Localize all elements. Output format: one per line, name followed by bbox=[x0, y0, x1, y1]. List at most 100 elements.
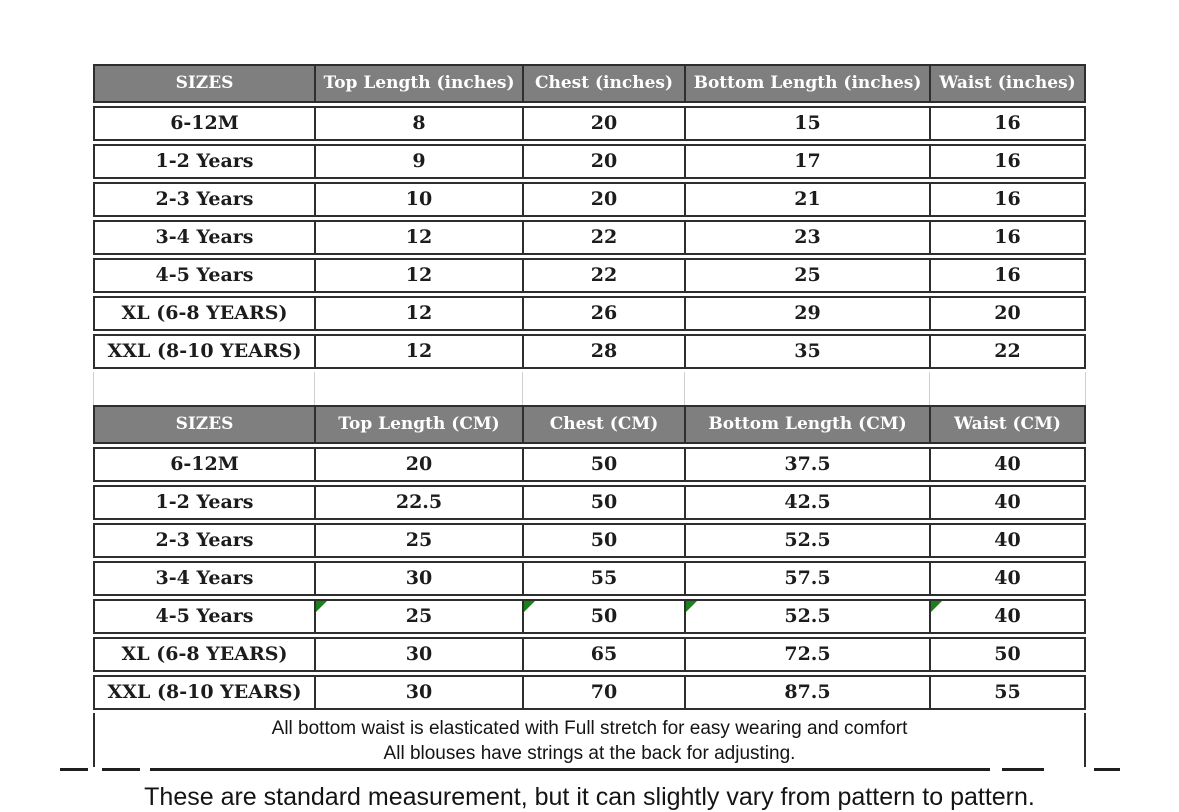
size-row: 6-12M 20 50 37.5 40 bbox=[93, 447, 1086, 482]
measurement-cell: 40 bbox=[994, 529, 1021, 551]
size-table-inches: SIZES Top Length (inches) Chest (inches) Bo… bbox=[93, 64, 1086, 369]
measurement-cell: 8 bbox=[316, 108, 524, 139]
spacer-cell bbox=[523, 372, 685, 405]
size-label-cell: 2-3 Years bbox=[95, 184, 316, 215]
header-cell: Bottom Length (inches) bbox=[686, 66, 931, 101]
size-label-cell: 6-12M bbox=[95, 449, 316, 480]
spacer-cell bbox=[94, 372, 315, 405]
size-label-cell: 1-2 Years bbox=[95, 146, 316, 177]
measurement-cell: 22.5 bbox=[316, 487, 524, 518]
measurement-cell: 42.5 bbox=[686, 487, 931, 518]
measurement-cell: 87.5 bbox=[686, 677, 931, 708]
measurement-cell: 16 bbox=[994, 226, 1021, 248]
size-table-cm: SIZES Top Length (CM) Chest (CM) Bottom Len… bbox=[93, 405, 1086, 710]
note-line-back-strings: All blouses have strings at the back for… bbox=[383, 743, 796, 764]
size-row: 3-4 Years 30 55 57.5 40 bbox=[93, 561, 1086, 596]
header-cell: SIZES bbox=[95, 66, 316, 101]
size-label-cell: 2-3 Years bbox=[95, 525, 316, 556]
measurement-cell: 17 bbox=[686, 146, 931, 177]
divider-solid-segment bbox=[150, 767, 990, 771]
divider-dash bbox=[1094, 767, 1120, 771]
header-cell: Waist (CM) bbox=[954, 414, 1061, 434]
size-row: 3-4 Years 12 22 23 16 bbox=[93, 220, 1086, 255]
measurement-cell: 9 bbox=[316, 146, 524, 177]
footnote-text: These are standard measurement, but it c… bbox=[144, 783, 1035, 811]
header-row-inches: SIZES Top Length (inches) Chest (inches) Bo… bbox=[93, 64, 1086, 103]
measurement-cell: 55 bbox=[524, 563, 686, 594]
measurement-cell: 50 bbox=[994, 643, 1021, 665]
size-label-cell: 4-5 Years bbox=[95, 260, 316, 291]
green-corner-marker-icon bbox=[316, 601, 327, 612]
dashed-divider-line bbox=[60, 767, 1120, 771]
measurement-cell: 26 bbox=[524, 298, 686, 329]
size-row: 6-12M 8 20 15 16 bbox=[93, 106, 1086, 141]
table-spacer-row bbox=[93, 372, 1086, 405]
header-cell: Waist (inches) bbox=[939, 73, 1076, 93]
header-cell: Top Length (inches) bbox=[316, 66, 524, 101]
measurement-cell: 12 bbox=[316, 336, 524, 367]
measurement-cell: 52.5 bbox=[686, 525, 931, 556]
spacer-cell bbox=[930, 372, 1085, 405]
size-chart-sheet: SIZES Top Length (inches) Chest (inches) Bo… bbox=[60, 64, 1120, 771]
measurement-cell: 25 bbox=[316, 601, 524, 632]
size-row: XXL (8-10 YEARS) 12 28 35 22 bbox=[93, 334, 1086, 369]
measurement-cell: 20 bbox=[994, 302, 1021, 324]
size-row: XXL (8-10 YEARS) 30 70 87.5 55 bbox=[93, 675, 1086, 710]
divider-dash bbox=[102, 767, 140, 771]
size-row: 4-5 Years 12 22 25 16 bbox=[93, 258, 1086, 293]
measurement-cell: 28 bbox=[524, 336, 686, 367]
measurement-cell: 12 bbox=[316, 260, 524, 291]
measurement-cell: 22 bbox=[524, 222, 686, 253]
measurement-cell: 23 bbox=[686, 222, 931, 253]
measurement-cell: 30 bbox=[316, 677, 524, 708]
size-label-cell: 6-12M bbox=[95, 108, 316, 139]
measurement-cell: 20 bbox=[524, 108, 686, 139]
divider-dash bbox=[60, 767, 88, 771]
size-label-cell: 3-4 Years bbox=[95, 563, 316, 594]
measurement-cell: 20 bbox=[524, 146, 686, 177]
measurement-cell: 22 bbox=[524, 260, 686, 291]
header-cell: Top Length (CM) bbox=[316, 407, 524, 442]
measurement-cell: 20 bbox=[524, 184, 686, 215]
header-cell: Bottom Length (CM) bbox=[686, 407, 931, 442]
header-row-cm: SIZES Top Length (CM) Chest (CM) Bottom Len… bbox=[93, 405, 1086, 444]
measurement-cell: 30 bbox=[316, 563, 524, 594]
measurement-cell: 70 bbox=[524, 677, 686, 708]
size-row: 4-5 Years 25 50 52.5 40 bbox=[93, 599, 1086, 634]
size-label-cell: 3-4 Years bbox=[95, 222, 316, 253]
measurement-cell: 16 bbox=[994, 264, 1021, 286]
size-label-cell: 1-2 Years bbox=[95, 487, 316, 518]
size-label-cell: XL (6-8 YEARS) bbox=[95, 298, 316, 329]
measurement-cell: 65 bbox=[524, 639, 686, 670]
spacer-cell bbox=[315, 372, 523, 405]
measurement-cell: 21 bbox=[686, 184, 931, 215]
header-cell: SIZES bbox=[95, 407, 316, 442]
size-row: XL (6-8 YEARS) 12 26 29 20 bbox=[93, 296, 1086, 331]
measurement-cell: 22 bbox=[994, 340, 1021, 362]
note-box: All bottom waist is elasticated with Ful… bbox=[93, 713, 1086, 767]
measurement-cell: 52.5 bbox=[686, 601, 931, 632]
green-corner-marker-icon bbox=[686, 601, 697, 612]
measurement-cell: 30 bbox=[316, 639, 524, 670]
measurement-cell: 50 bbox=[524, 487, 686, 518]
green-corner-marker-icon bbox=[931, 601, 942, 612]
note-line-elastic-waist: All bottom waist is elasticated with Ful… bbox=[271, 718, 908, 739]
measurement-cell: 25 bbox=[686, 260, 931, 291]
measurement-cell: 25 bbox=[316, 525, 524, 556]
measurement-cell: 16 bbox=[994, 112, 1021, 134]
measurement-cell: 15 bbox=[686, 108, 931, 139]
size-row: 1-2 Years 9 20 17 16 bbox=[93, 144, 1086, 179]
size-label-cell: XXL (8-10 YEARS) bbox=[95, 677, 316, 708]
measurement-cell: 50 bbox=[524, 601, 686, 632]
measurement-cell: 35 bbox=[686, 336, 931, 367]
size-row: 2-3 Years 25 50 52.5 40 bbox=[93, 523, 1086, 558]
measurement-cell: 29 bbox=[686, 298, 931, 329]
green-corner-marker-icon bbox=[524, 601, 535, 612]
measurement-cell: 55 bbox=[994, 681, 1021, 703]
measurement-cell: 12 bbox=[316, 222, 524, 253]
measurement-cell: 20 bbox=[316, 449, 524, 480]
header-cell: Chest (CM) bbox=[524, 407, 686, 442]
measurement-cell: 40 bbox=[994, 491, 1021, 513]
measurement-cell: 10 bbox=[316, 184, 524, 215]
